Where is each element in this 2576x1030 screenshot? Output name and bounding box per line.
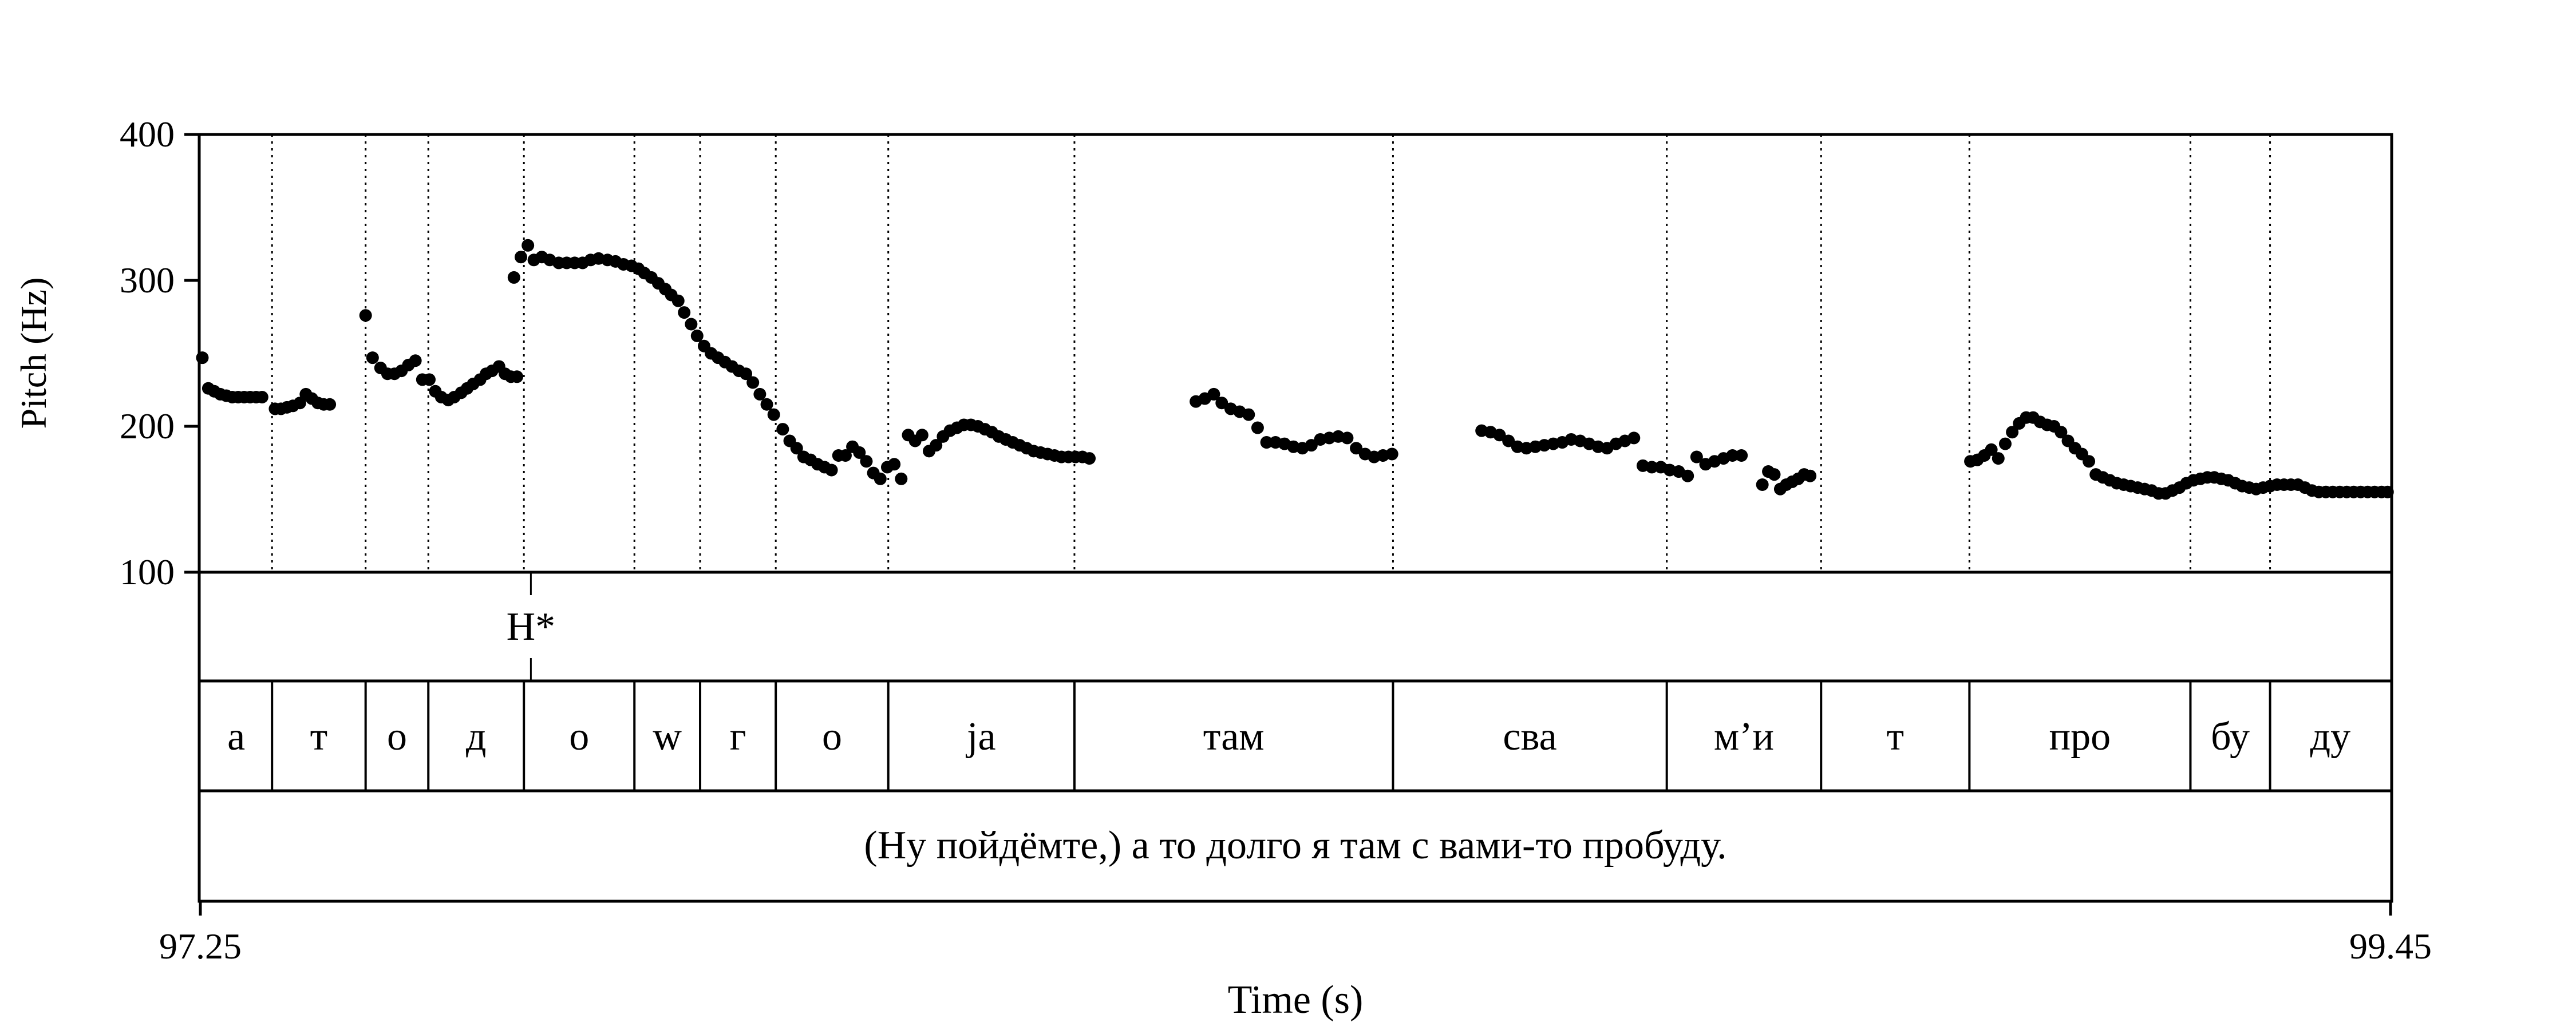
pitch-point: [2006, 426, 2019, 439]
pitch-point: [930, 439, 943, 452]
segment-boundaries: [271, 134, 2271, 572]
pitch-point: [1681, 469, 1694, 482]
pitch-point: [1207, 387, 1220, 401]
pitch-point: [521, 239, 535, 252]
pitch-point: [1242, 408, 1255, 421]
segment-label: о: [387, 715, 407, 759]
segment-label: т: [310, 715, 328, 759]
pitch-point: [888, 458, 901, 471]
plot-area: [197, 133, 2393, 574]
pitch-point: [740, 367, 753, 381]
pitch-point: [753, 387, 767, 401]
pitch-point: [915, 429, 929, 442]
pitch-point: [1985, 443, 1998, 456]
segment-tier: а т о д о w г о ja там сва м’и т про бу ду: [197, 679, 2393, 793]
x-tick-label: 99.45: [2349, 926, 2432, 966]
pitch-point: [409, 354, 422, 367]
pitch-point: [511, 370, 524, 383]
pitch-point: [366, 351, 379, 365]
segment-label: про: [2049, 715, 2111, 759]
pitch-point: [1260, 436, 1273, 449]
pitch-point: [422, 373, 436, 386]
pitch-point: [1992, 452, 2005, 465]
segment-label: м’и: [1714, 715, 1774, 759]
pitch-point: [874, 472, 887, 485]
pitch-point: [746, 376, 760, 389]
y-tick-label: 100: [120, 552, 175, 592]
y-tick-label: 300: [120, 260, 175, 300]
segment-label: д: [466, 715, 487, 759]
pitch-point: [323, 398, 337, 411]
segment-label: о: [822, 715, 842, 759]
pitch-point: [1385, 447, 1398, 461]
pitch-point: [690, 329, 704, 342]
x-tick-label: 97.25: [159, 926, 242, 966]
pitch-point: [760, 398, 773, 411]
pitch-point: [2083, 455, 2096, 468]
pitch-point: [678, 306, 691, 319]
pitch-point: [1768, 468, 1781, 481]
pitch-point: [1627, 431, 1641, 445]
pitch-point: [1804, 469, 1817, 482]
pitch-point: [1350, 442, 1363, 455]
pitch-point: [1998, 437, 2012, 450]
segment-label: там: [1203, 715, 1265, 759]
y-tick-label: 400: [120, 114, 175, 154]
segment-label: т: [1887, 715, 1905, 759]
pitch-point: [514, 251, 527, 264]
pitch-point: [2055, 426, 2068, 439]
pitch-point: [1690, 450, 1703, 464]
y-axis-label: Pitch (Hz): [13, 278, 54, 429]
segment-label: бу: [2211, 715, 2250, 759]
segment-label: г: [730, 715, 746, 759]
pitch-point: [1645, 461, 1658, 474]
pitch-point: [1735, 449, 1748, 462]
pitch-point: [860, 455, 873, 468]
pitch-point: [507, 271, 520, 284]
sentence-tier-box: [197, 789, 2393, 903]
pitch-point: [1251, 421, 1264, 434]
pitch-point: [196, 351, 209, 365]
pitch-points: [196, 239, 2394, 500]
segment-labels: а т о д о w г о ja там сва м’и т про бу ду: [227, 681, 2350, 791]
segment-label: сва: [1503, 715, 1556, 759]
pitch-point: [255, 391, 268, 403]
tone-label: H*: [507, 605, 556, 649]
x-axis: 97.25 99.45 Time (s): [159, 901, 2432, 1022]
segment-label: w: [653, 715, 682, 759]
pitch-point: [1502, 434, 1515, 447]
segment-label: ja: [965, 715, 996, 759]
pitch-point: [1493, 429, 1506, 442]
segment-label: а: [227, 715, 245, 759]
pitch-point: [671, 294, 685, 307]
y-tick-label: 200: [120, 406, 175, 446]
pitch-point: [776, 423, 789, 436]
pitch-point: [2381, 485, 2394, 498]
pitch-point: [1726, 449, 1739, 462]
pitch-point: [1305, 439, 1318, 452]
sentence-label: (Ну пойдёмте,) а то долго я там с вами-т…: [864, 823, 1726, 867]
pitch-point: [359, 309, 372, 322]
pitch-point: [685, 318, 698, 331]
pitch-point: [790, 442, 803, 455]
pitch-point: [825, 464, 838, 477]
tone-labels: H*: [507, 572, 556, 681]
y-axis: 400 300 200 100 Pitch (Hz): [13, 114, 199, 592]
pitch-point: [1341, 431, 1354, 445]
segment-label: ду: [2310, 715, 2350, 759]
pitch-point: [853, 446, 866, 459]
x-axis-label: Time (s): [1228, 978, 1364, 1022]
tone-tier: H*: [197, 571, 2393, 683]
segment-label: о: [569, 715, 589, 759]
pitch-point: [895, 472, 908, 485]
pitch-panel: 400 300 200 100 Pitch (Hz): [13, 114, 2394, 592]
pitch-point: [1083, 452, 1096, 465]
pitch-point: [767, 408, 780, 421]
pitch-point: [1215, 397, 1228, 410]
pitch-point: [839, 449, 852, 462]
sentence-tier: (Ну пойдёмте,) а то долго я там с вами-т…: [197, 789, 2393, 903]
pitch-point: [1756, 478, 1769, 491]
